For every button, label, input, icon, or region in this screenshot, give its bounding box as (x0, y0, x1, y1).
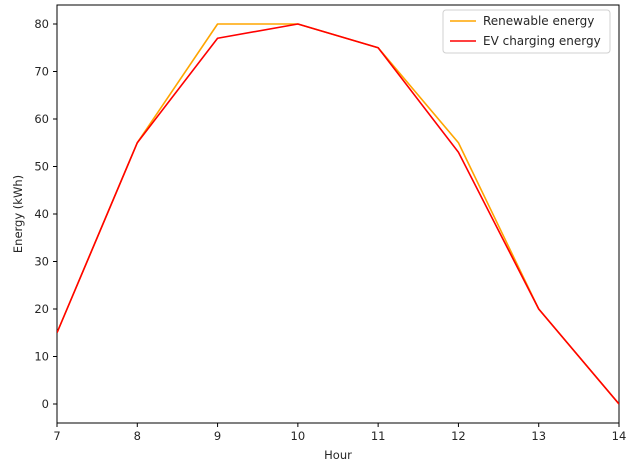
legend: Renewable energy EV charging energy (442, 9, 611, 54)
x-tick-label: 10 (291, 429, 306, 443)
x-tick-label: 7 (53, 429, 60, 443)
y-tick-label: 40 (34, 207, 49, 221)
x-tick-label: 9 (214, 429, 221, 443)
plot-area (56, 4, 620, 424)
x-axis-label: Hour (324, 448, 352, 462)
x-tick-label: 8 (134, 429, 141, 443)
x-tick-label: 13 (531, 429, 546, 443)
y-tick-label: 60 (34, 112, 49, 126)
x-tick-label: 11 (371, 429, 386, 443)
y-tick-label: 0 (42, 397, 49, 411)
x-tick-label: 14 (612, 429, 627, 443)
y-axis-label: Energy (kWh) (11, 175, 25, 253)
y-tick-label: 70 (34, 65, 49, 79)
series-layer (57, 23, 619, 405)
y-axis: 0 10 20 30 40 50 60 70 80 (34, 17, 57, 411)
series-line-ev-charging-energy (57, 23, 619, 405)
series-line-renewable-energy (57, 23, 619, 405)
x-tick-label: 12 (451, 429, 466, 443)
legend-label-renewable-energy: Renewable energy (483, 14, 594, 28)
plot-frame (56, 4, 620, 424)
x-axis: 7 8 9 10 11 12 13 14 (53, 423, 626, 443)
legend-box (442, 9, 611, 54)
y-tick-label: 20 (34, 302, 49, 316)
y-tick-label: 80 (34, 17, 49, 31)
y-tick-label: 10 (34, 350, 49, 364)
legend-label-ev-charging-energy: EV charging energy (483, 34, 601, 48)
y-tick-label: 50 (34, 160, 49, 174)
y-tick-label: 30 (34, 255, 49, 269)
